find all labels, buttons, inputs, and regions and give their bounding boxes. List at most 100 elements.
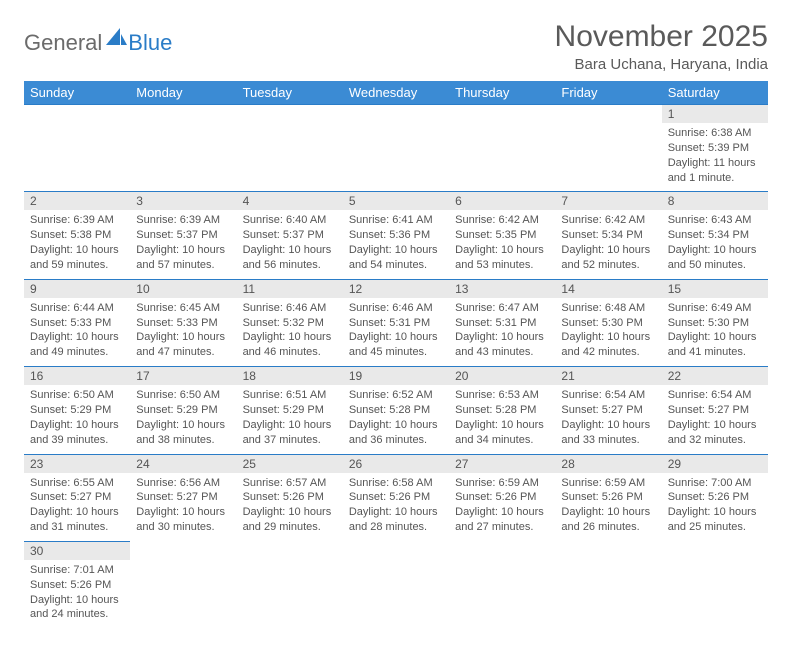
weekday-header: Friday <box>555 81 661 104</box>
header: General Blue November 2025 Bara Uchana, … <box>24 20 768 73</box>
day-number: 26 <box>343 454 449 473</box>
calendar-cell: 30Sunrise: 7:01 AMSunset: 5:26 PMDayligh… <box>24 541 130 628</box>
day-number: 29 <box>662 454 768 473</box>
weekday-header-row: SundayMondayTuesdayWednesdayThursdayFrid… <box>24 81 768 104</box>
calendar-week: 9Sunrise: 6:44 AMSunset: 5:33 PMDaylight… <box>24 279 768 366</box>
sunset-text: Sunset: 5:31 PM <box>455 316 549 331</box>
day-content: Sunrise: 6:48 AMSunset: 5:30 PMDaylight:… <box>555 298 661 366</box>
day-number-empty <box>130 541 236 559</box>
calendar-week: 2Sunrise: 6:39 AMSunset: 5:38 PMDaylight… <box>24 191 768 278</box>
day-number: 8 <box>662 191 768 210</box>
daylight-text: Daylight: 10 hours and 43 minutes. <box>455 330 549 360</box>
sunset-text: Sunset: 5:31 PM <box>349 316 443 331</box>
day-number: 14 <box>555 279 661 298</box>
calendar-cell: 25Sunrise: 6:57 AMSunset: 5:26 PMDayligh… <box>237 454 343 541</box>
sail-icon <box>106 28 128 46</box>
day-content: Sunrise: 6:42 AMSunset: 5:35 PMDaylight:… <box>449 210 555 278</box>
day-number: 20 <box>449 366 555 385</box>
day-content: Sunrise: 6:56 AMSunset: 5:27 PMDaylight:… <box>130 473 236 541</box>
sunset-text: Sunset: 5:26 PM <box>561 490 655 505</box>
day-content: Sunrise: 6:50 AMSunset: 5:29 PMDaylight:… <box>130 385 236 453</box>
calendar-cell: 12Sunrise: 6:46 AMSunset: 5:31 PMDayligh… <box>343 279 449 366</box>
calendar-cell: 27Sunrise: 6:59 AMSunset: 5:26 PMDayligh… <box>449 454 555 541</box>
calendar-cell: 20Sunrise: 6:53 AMSunset: 5:28 PMDayligh… <box>449 366 555 453</box>
day-content: Sunrise: 6:55 AMSunset: 5:27 PMDaylight:… <box>24 473 130 541</box>
calendar-cell <box>343 541 449 628</box>
daylight-text: Daylight: 10 hours and 36 minutes. <box>349 418 443 448</box>
sunrise-text: Sunrise: 6:42 AM <box>455 213 549 228</box>
sunset-text: Sunset: 5:26 PM <box>243 490 337 505</box>
day-content: Sunrise: 6:44 AMSunset: 5:33 PMDaylight:… <box>24 298 130 366</box>
sunrise-text: Sunrise: 6:43 AM <box>668 213 762 228</box>
calendar-cell: 28Sunrise: 6:59 AMSunset: 5:26 PMDayligh… <box>555 454 661 541</box>
logo-general: General <box>24 30 102 56</box>
sunrise-text: Sunrise: 6:54 AM <box>561 388 655 403</box>
calendar-cell: 21Sunrise: 6:54 AMSunset: 5:27 PMDayligh… <box>555 366 661 453</box>
calendar-cell <box>237 104 343 191</box>
daylight-text: Daylight: 10 hours and 27 minutes. <box>455 505 549 535</box>
day-number: 12 <box>343 279 449 298</box>
day-content: Sunrise: 6:42 AMSunset: 5:34 PMDaylight:… <box>555 210 661 278</box>
daylight-text: Daylight: 10 hours and 29 minutes. <box>243 505 337 535</box>
day-content: Sunrise: 6:59 AMSunset: 5:26 PMDaylight:… <box>449 473 555 541</box>
sunrise-text: Sunrise: 6:50 AM <box>30 388 124 403</box>
calendar-cell: 22Sunrise: 6:54 AMSunset: 5:27 PMDayligh… <box>662 366 768 453</box>
day-content: Sunrise: 6:41 AMSunset: 5:36 PMDaylight:… <box>343 210 449 278</box>
sunset-text: Sunset: 5:34 PM <box>561 228 655 243</box>
calendar-cell: 24Sunrise: 6:56 AMSunset: 5:27 PMDayligh… <box>130 454 236 541</box>
calendar-cell <box>555 541 661 628</box>
daylight-text: Daylight: 10 hours and 38 minutes. <box>136 418 230 448</box>
sunset-text: Sunset: 5:26 PM <box>349 490 443 505</box>
weekday-header: Sunday <box>24 81 130 104</box>
day-number-empty <box>343 104 449 123</box>
daylight-text: Daylight: 10 hours and 39 minutes. <box>30 418 124 448</box>
day-number: 16 <box>24 366 130 385</box>
sunset-text: Sunset: 5:38 PM <box>30 228 124 243</box>
calendar-cell: 13Sunrise: 6:47 AMSunset: 5:31 PMDayligh… <box>449 279 555 366</box>
day-number: 18 <box>237 366 343 385</box>
sunrise-text: Sunrise: 6:38 AM <box>668 126 762 141</box>
sunset-text: Sunset: 5:28 PM <box>349 403 443 418</box>
day-number: 3 <box>130 191 236 210</box>
sunrise-text: Sunrise: 6:39 AM <box>30 213 124 228</box>
calendar-cell: 19Sunrise: 6:52 AMSunset: 5:28 PMDayligh… <box>343 366 449 453</box>
calendar-cell <box>24 104 130 191</box>
daylight-text: Daylight: 10 hours and 28 minutes. <box>349 505 443 535</box>
sunrise-text: Sunrise: 7:01 AM <box>30 563 124 578</box>
location-subtitle: Bara Uchana, Haryana, India <box>555 56 768 73</box>
daylight-text: Daylight: 10 hours and 50 minutes. <box>668 243 762 273</box>
sunset-text: Sunset: 5:39 PM <box>668 141 762 156</box>
day-content: Sunrise: 6:49 AMSunset: 5:30 PMDaylight:… <box>662 298 768 366</box>
day-number: 5 <box>343 191 449 210</box>
title-block: November 2025 Bara Uchana, Haryana, Indi… <box>555 20 768 73</box>
sunrise-text: Sunrise: 6:44 AM <box>30 301 124 316</box>
sunrise-text: Sunrise: 6:50 AM <box>136 388 230 403</box>
calendar-cell: 14Sunrise: 6:48 AMSunset: 5:30 PMDayligh… <box>555 279 661 366</box>
day-content: Sunrise: 7:00 AMSunset: 5:26 PMDaylight:… <box>662 473 768 541</box>
sunrise-text: Sunrise: 6:53 AM <box>455 388 549 403</box>
daylight-text: Daylight: 10 hours and 56 minutes. <box>243 243 337 273</box>
calendar-cell <box>130 541 236 628</box>
daylight-text: Daylight: 10 hours and 59 minutes. <box>30 243 124 273</box>
calendar-cell: 2Sunrise: 6:39 AMSunset: 5:38 PMDaylight… <box>24 191 130 278</box>
sunset-text: Sunset: 5:27 PM <box>668 403 762 418</box>
calendar-cell: 23Sunrise: 6:55 AMSunset: 5:27 PMDayligh… <box>24 454 130 541</box>
calendar-cell <box>130 104 236 191</box>
day-number: 9 <box>24 279 130 298</box>
calendar-cell: 8Sunrise: 6:43 AMSunset: 5:34 PMDaylight… <box>662 191 768 278</box>
sunrise-text: Sunrise: 6:46 AM <box>243 301 337 316</box>
weekday-header: Wednesday <box>343 81 449 104</box>
sunset-text: Sunset: 5:26 PM <box>455 490 549 505</box>
sunrise-text: Sunrise: 6:42 AM <box>561 213 655 228</box>
sunrise-text: Sunrise: 6:52 AM <box>349 388 443 403</box>
day-content: Sunrise: 6:50 AMSunset: 5:29 PMDaylight:… <box>24 385 130 453</box>
sunset-text: Sunset: 5:37 PM <box>243 228 337 243</box>
sunset-text: Sunset: 5:27 PM <box>561 403 655 418</box>
day-number: 11 <box>237 279 343 298</box>
calendar-cell: 17Sunrise: 6:50 AMSunset: 5:29 PMDayligh… <box>130 366 236 453</box>
page: General Blue November 2025 Bara Uchana, … <box>0 0 792 648</box>
daylight-text: Daylight: 11 hours and 1 minute. <box>668 156 762 186</box>
weekday-header: Thursday <box>449 81 555 104</box>
day-content: Sunrise: 6:39 AMSunset: 5:38 PMDaylight:… <box>24 210 130 278</box>
day-number: 13 <box>449 279 555 298</box>
